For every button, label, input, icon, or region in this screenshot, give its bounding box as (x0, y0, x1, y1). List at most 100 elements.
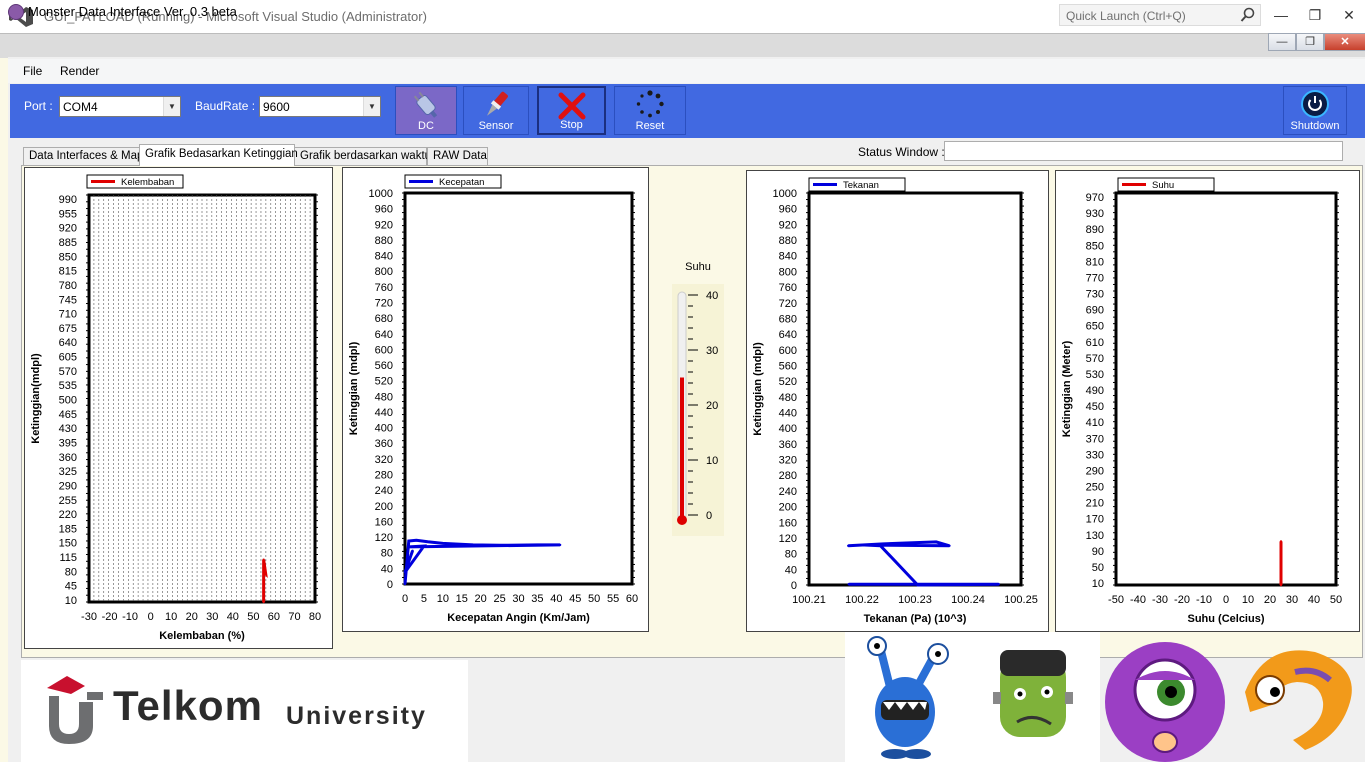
y-tick-label: 280 (375, 470, 393, 482)
y-axis-title: Ketinggian (mdpl) (752, 342, 764, 436)
purple-cyclops-monster-icon (1105, 642, 1225, 762)
y-tick-label: 255 (59, 495, 77, 507)
vs-minimize-button[interactable]: — (1274, 7, 1288, 23)
chevron-down-icon[interactable]: ▼ (163, 97, 180, 116)
x-axis-title: Kecepatan Angin (Km/Jam) (447, 612, 590, 624)
y-tick-label: 780 (59, 280, 77, 292)
x-tick-label: 45 (569, 593, 581, 605)
y-tick-label: 480 (779, 392, 797, 404)
data-point (415, 539, 418, 542)
app-title: Monster Data Interface Ver. 0.3 beta (28, 4, 237, 19)
dc-button[interactable]: DC (395, 86, 457, 135)
status-window-label: Status Window : (858, 145, 945, 159)
y-tick-label: 440 (779, 408, 797, 420)
x-tick-label: -30 (1152, 594, 1168, 606)
tab-grafik-ketinggian[interactable]: Grafik Bedasarkan Ketinggian (139, 144, 298, 166)
monster-app-icon (8, 4, 24, 20)
y-tick-label: 200 (375, 501, 393, 513)
x-tick-label: 10 (437, 593, 449, 605)
port-select[interactable]: COM4 ▼ (59, 96, 181, 117)
thermometer-tick-label: 30 (706, 345, 718, 357)
shutdown-button[interactable]: Shutdown (1283, 86, 1347, 135)
thermometer-fill (680, 377, 684, 520)
sensor-button[interactable]: Sensor (463, 86, 529, 135)
mdi-restore-button[interactable]: ❐ (1296, 33, 1324, 51)
y-tick-label: 200 (779, 502, 797, 514)
reset-button[interactable]: Reset (614, 86, 686, 135)
x-tick-label: 35 (531, 593, 543, 605)
y-tick-label: 500 (59, 395, 77, 407)
y-tick-label: 880 (779, 235, 797, 247)
power-icon (1301, 90, 1329, 118)
y-tick-label: 680 (375, 313, 393, 325)
mdi-close-button[interactable]: ✕ (1324, 33, 1365, 51)
y-tick-label: 745 (59, 294, 77, 306)
tab-raw-data[interactable]: RAW Data (427, 147, 488, 165)
reset-label: Reset (635, 120, 665, 132)
menu-render[interactable]: Render (60, 64, 100, 78)
loading-spinner-icon (636, 90, 664, 118)
x-tick-label: 0 (1223, 594, 1229, 606)
legend-box (404, 174, 502, 189)
y-tick-label: 170 (1086, 514, 1104, 526)
status-window-field[interactable] (944, 141, 1343, 161)
y-tick-label: 850 (1086, 240, 1104, 252)
vs-close-button[interactable]: ✕ (1343, 7, 1355, 23)
y-tick-label: 920 (59, 223, 77, 235)
search-icon[interactable] (1240, 7, 1256, 23)
y-tick-label: 800 (375, 266, 393, 278)
x-axis-title: Kelembaban (%) (159, 630, 245, 642)
chevron-down-icon[interactable]: ▼ (363, 97, 380, 116)
tab-grafik-waktu[interactable]: Grafik berdasarkan waktu (294, 147, 431, 165)
menu-file[interactable]: File (23, 64, 43, 78)
x-tick-label: -30 (81, 611, 97, 623)
x-tick-label: 5 (421, 593, 427, 605)
y-tick-label: 890 (1086, 224, 1104, 236)
y-tick-label: 930 (1086, 208, 1104, 220)
y-tick-label: 610 (1086, 337, 1104, 349)
y-tick-label: 130 (1086, 530, 1104, 542)
x-tick-label: 40 (1308, 594, 1320, 606)
x-tick-label: 50 (588, 593, 600, 605)
y-tick-label: 360 (375, 438, 393, 450)
baudrate-label: BaudRate : (195, 99, 256, 113)
y-tick-label: 320 (375, 454, 393, 466)
data-point (441, 542, 445, 545)
baudrate-select[interactable]: 9600 ▼ (259, 96, 381, 117)
monster-mascots (845, 632, 1352, 762)
mdi-minimize-button[interactable]: — (1268, 33, 1296, 51)
quick-launch-input[interactable]: Quick Launch (Ctrl+Q) (1059, 4, 1261, 26)
y-tick-label: 530 (1086, 369, 1104, 381)
data-point (264, 572, 267, 575)
y-tick-label: 40 (785, 564, 797, 576)
y-tick-label: 760 (375, 282, 393, 294)
visual-studio-icon (9, 7, 33, 27)
suhu-chart: 970 930 890 850 810 770 730 690 650 610 570 530 490 4… (1055, 170, 1360, 632)
plug-icon (413, 91, 438, 118)
kecepatan-chart: 1000 960 920 880 840 800 760 720 680 640 600 560 520… (342, 167, 649, 632)
y-tick-label: 120 (779, 533, 797, 545)
y-tick-label: 80 (785, 549, 797, 561)
plot-area (403, 191, 634, 586)
y-tick-label: 430 (59, 423, 77, 435)
data-point (471, 543, 475, 547)
y-tick-label: 210 (1086, 498, 1104, 510)
y-tick-label: 490 (1086, 385, 1104, 397)
legend-label: Kelembaban (121, 177, 174, 188)
tab-data-interfaces-map[interactable]: Data Interfaces & Map (23, 147, 143, 165)
y-tick-label: 320 (779, 455, 797, 467)
y-tick-label: 40 (381, 563, 393, 575)
data-point (262, 600, 265, 604)
x-tick-label: 100.23 (898, 594, 932, 606)
x-tick-label: 40 (550, 593, 562, 605)
y-tick-label: 920 (375, 219, 393, 231)
y-tick-label: 290 (59, 480, 77, 492)
y-tick-label: 600 (375, 344, 393, 356)
vs-restore-button[interactable]: ❐ (1308, 7, 1322, 23)
y-tick-label: 560 (375, 360, 393, 372)
stop-button[interactable]: Stop (537, 86, 606, 135)
y-tick-label: 955 (59, 208, 77, 220)
y-tick-label: 280 (779, 470, 797, 482)
x-tick-label: 55 (607, 593, 619, 605)
y-tick-label: 720 (375, 297, 393, 309)
